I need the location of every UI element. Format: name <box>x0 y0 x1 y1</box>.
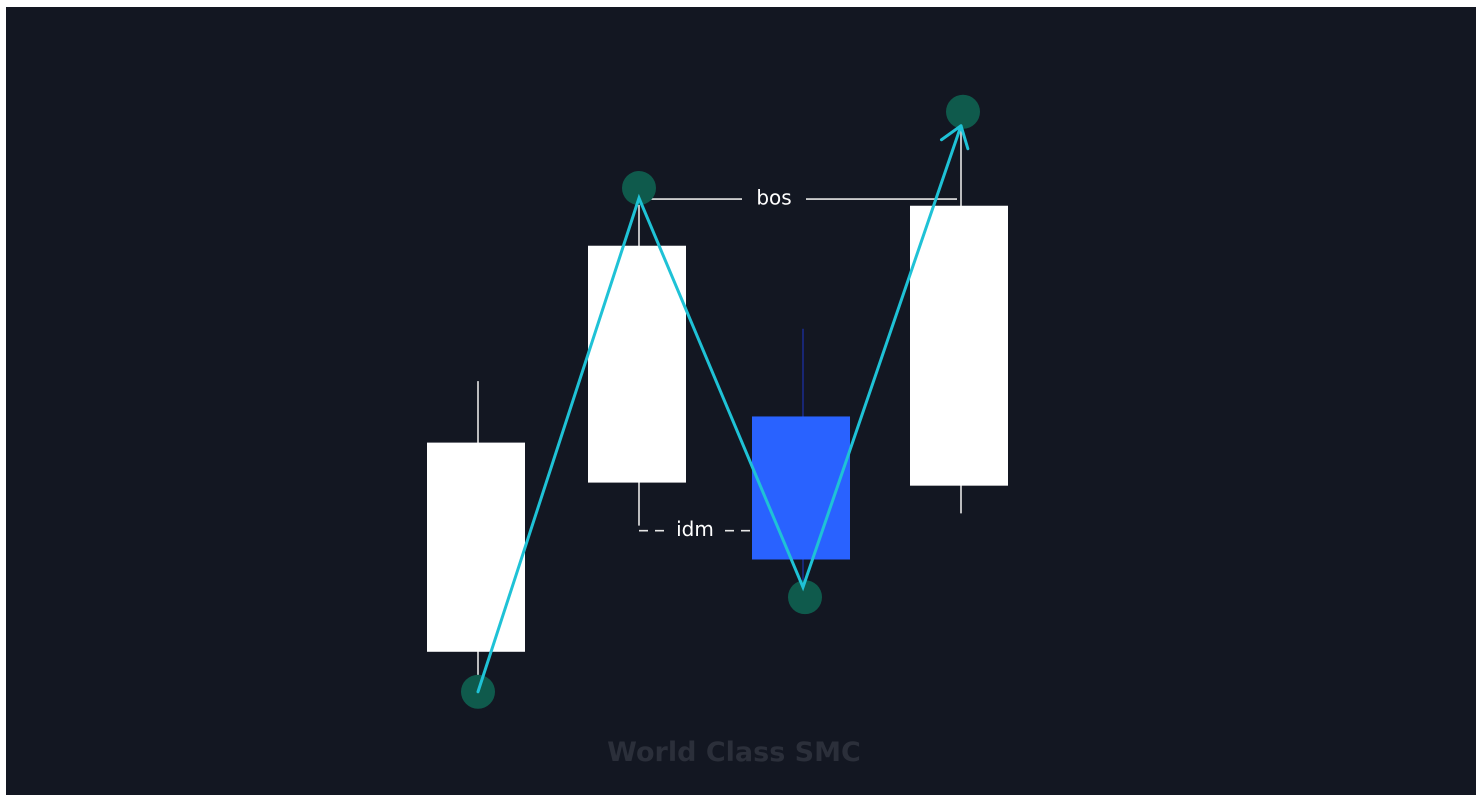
swing-path <box>476 124 970 694</box>
swing-points <box>461 94 980 709</box>
candle-4-body <box>910 205 1008 486</box>
swing-point-3 <box>788 580 822 615</box>
smc-structure-diagram: bos idm World Class SMC <box>427 94 1008 768</box>
chart-canvas: bos idm World Class SMC <box>6 7 1476 795</box>
watermark: World Class SMC <box>607 737 861 768</box>
levels: bos idm <box>639 186 957 541</box>
idm-label: idm <box>676 517 714 541</box>
candle-2-body <box>588 245 686 483</box>
swing-point-4 <box>946 94 980 129</box>
candle-1-body <box>427 442 525 652</box>
candle-3-body <box>752 416 850 560</box>
arrow-head-icon <box>939 124 970 151</box>
bos-label: bos <box>756 186 791 210</box>
swing-zigzag-line <box>476 124 963 694</box>
swing-point-2 <box>622 171 656 206</box>
candles <box>427 125 1008 691</box>
